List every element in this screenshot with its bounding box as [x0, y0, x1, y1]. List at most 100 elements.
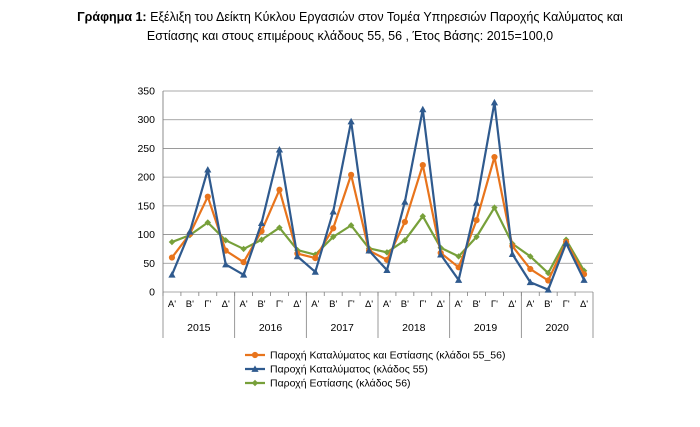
data-point: [240, 271, 248, 278]
chart-title-label: Γράφημα 1:: [77, 10, 147, 24]
y-tick-label: 350: [137, 86, 155, 98]
y-tick-label: 200: [137, 172, 155, 184]
legend-swatch-marker: [251, 365, 259, 372]
quarter-label: Δ': [580, 299, 588, 310]
data-point: [580, 276, 588, 283]
data-point: [312, 255, 319, 262]
quarter-label: Α': [311, 299, 319, 310]
year-label: 2016: [259, 322, 283, 334]
series-line: [170, 101, 586, 291]
year-label: 2019: [474, 322, 498, 334]
legend-entry: Παροχή Εστίασης (κλάδος 56): [245, 378, 411, 390]
x-axis: Α' Β' Γ' Δ' Α' Β' Γ' Δ' Α' Β' Γ' Δ' Α' Β' Γ' Δ' Α' Β' Γ' Δ'…: [162, 292, 594, 338]
data-point: [240, 259, 247, 266]
data-point: [437, 251, 445, 258]
legend-swatch-marker: [251, 379, 259, 387]
quarter-label: Β': [544, 299, 552, 310]
data-point: [168, 254, 176, 261]
y-tick-label: 100: [137, 229, 155, 241]
data-point: [419, 212, 426, 220]
data-point: [544, 286, 552, 293]
quarter-label: Α': [455, 299, 463, 310]
chart-title-line2: Εστίασης και στους επιμέρους κλάδους 55,…: [146, 29, 554, 43]
data-point: [311, 268, 319, 275]
quarter-label: Δ': [222, 299, 230, 310]
year-label: 2017: [330, 322, 354, 334]
data-point: [491, 153, 498, 161]
data-point: [562, 239, 570, 247]
data-point: [472, 199, 481, 206]
quarter-label: Δ': [365, 299, 373, 310]
data-point: [365, 247, 373, 254]
year-label: 2020: [545, 322, 569, 334]
data-point: [330, 225, 337, 232]
legend-swatch-marker: [251, 351, 259, 359]
y-tick-label: 0: [149, 287, 155, 299]
quarter-label: Γ': [348, 299, 355, 310]
quarter-label: Α': [383, 299, 391, 310]
data-point: [455, 253, 462, 260]
y-tick-label: 50: [143, 258, 155, 270]
y-tick-label: 150: [137, 200, 155, 212]
quarter-label: Δ': [437, 299, 445, 310]
data-point: [383, 266, 391, 274]
y-tick-label: 300: [137, 114, 155, 126]
series-1: [168, 153, 588, 284]
data-point: [419, 161, 426, 169]
data-point: [527, 265, 534, 273]
year-label: 2018: [402, 322, 426, 334]
series-2: [168, 98, 588, 293]
data-point: [455, 276, 463, 283]
chart-title: Γράφημα 1: Εξέλιξη του Δείκτη Κύκλου Εργ…: [0, 8, 700, 46]
quarter-label: Β': [186, 299, 194, 310]
quarter-label: Β': [401, 299, 409, 310]
data-point: [168, 271, 176, 278]
quarter-label: Γ': [419, 299, 426, 310]
series-line: [171, 155, 586, 282]
data-point: [473, 233, 480, 241]
chart-title-line1: Εξέλιξη του Δείκτη Κύκλου Εργασιών στον …: [150, 10, 623, 24]
quarter-label: Α': [526, 299, 534, 310]
data-point: [347, 117, 355, 125]
data-point: [275, 145, 284, 153]
data-point: [473, 217, 480, 224]
data-point: [222, 260, 230, 268]
data-point: [329, 208, 337, 215]
data-point: [526, 278, 534, 286]
data-point: [401, 237, 409, 244]
data-point: [276, 186, 283, 193]
data-point: [222, 237, 229, 244]
quarter-label: Γ': [563, 299, 570, 310]
quarter-label: Α': [240, 299, 248, 310]
data-point: [401, 198, 409, 205]
quarter-label: Β': [257, 299, 265, 310]
series-layer: [168, 98, 588, 293]
year-label: 2015: [187, 322, 211, 334]
data-point: [204, 193, 211, 200]
data-point: [186, 228, 194, 235]
data-point: [401, 218, 408, 226]
data-point: [491, 204, 498, 211]
series-3: [168, 204, 588, 277]
data-point: [347, 222, 355, 229]
data-point: [419, 105, 427, 113]
data-point: [204, 166, 212, 173]
legend-label: Παροχή Καταλύματος (κλάδος 55): [270, 364, 428, 376]
data-point: [204, 219, 211, 226]
data-point: [545, 269, 552, 277]
quarter-label: Β': [472, 299, 480, 310]
quarter-label: Γ': [491, 299, 498, 310]
data-point: [490, 98, 499, 106]
data-point: [527, 253, 534, 260]
data-point: [240, 245, 247, 253]
legend: Παροχή Καταλύματος και Εστίασης (κλάδοι …: [245, 350, 505, 390]
data-point: [330, 233, 337, 241]
data-point: [508, 250, 516, 257]
quarter-label: Γ': [204, 299, 211, 310]
data-point: [276, 224, 283, 231]
quarter-label: Α': [168, 299, 176, 310]
data-point: [257, 219, 266, 226]
quarter-label: Δ': [508, 299, 516, 310]
legend-label: Παροχή Εστίασης (κλάδος 56): [270, 378, 411, 390]
